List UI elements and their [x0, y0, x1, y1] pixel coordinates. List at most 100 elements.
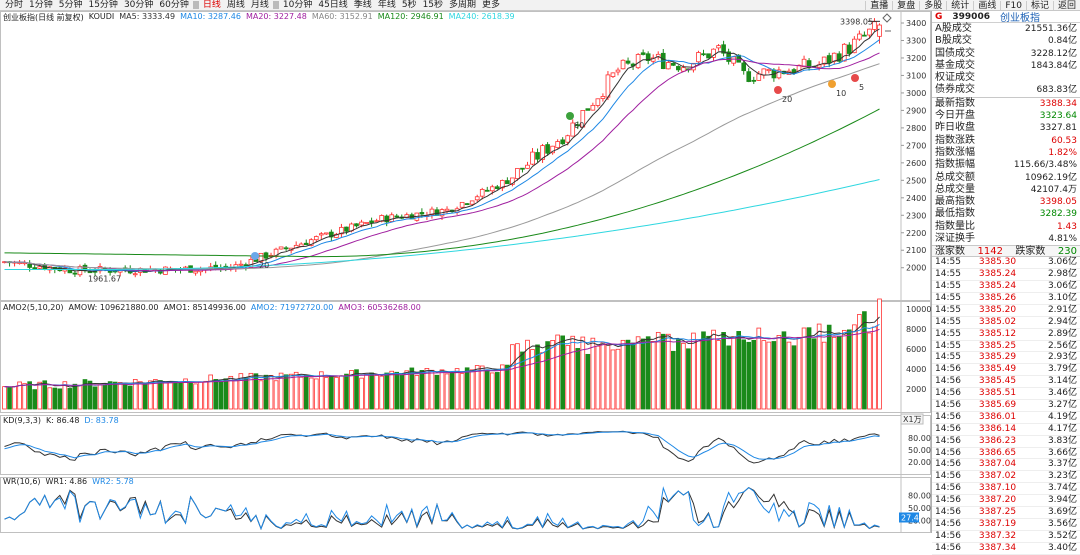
candle-up — [570, 122, 576, 137]
volume-bar-down — [263, 374, 269, 410]
candle-up — [459, 201, 465, 208]
tick-time: 14:56 — [935, 542, 961, 553]
volume-bar-up — [132, 379, 138, 410]
toolbar-action-7[interactable]: 返回 — [1052, 0, 1080, 10]
tick-time: 14:56 — [935, 507, 961, 518]
volume-bar-up — [872, 326, 877, 410]
price-tick-label: 3400 — [906, 19, 926, 28]
tab-period-1[interactable]: 1分钟 — [29, 0, 53, 10]
volume-bar-down — [585, 353, 591, 410]
tick-list[interactable]: 14:55 3385.30 3.06亿 14:55 3385.24 2.98亿 14:55 3… — [932, 257, 1080, 555]
volume-bar-down — [127, 385, 133, 410]
volume-bar-up — [489, 372, 495, 410]
tick-volume: 3.10亿 — [1047, 293, 1077, 304]
volume-bar-down — [811, 338, 817, 410]
volume-bar-up — [148, 380, 153, 410]
period-tabs: 分时 1分钟 5分钟 15分钟 30分钟 60分钟 日线 周线 月线 10分钟 45日线 季线 年线 5秒… — [0, 0, 503, 10]
tick-volume: 3.14亿 — [1047, 376, 1077, 387]
volume-bar-down — [223, 378, 229, 410]
tab-period-15[interactable]: 多周期 — [449, 0, 477, 10]
tab-period-10[interactable]: 45日线 — [318, 0, 348, 10]
volume-bar-up — [530, 349, 535, 410]
volume-bar-up — [620, 339, 626, 410]
tab-period-7[interactable]: 周线 — [226, 0, 245, 10]
tick-price: 3387.02 — [978, 471, 1017, 482]
toolbar-action-1[interactable]: 复盘 — [892, 0, 919, 10]
candle-up — [756, 73, 762, 81]
tab-period-12[interactable]: 年线 — [377, 0, 396, 10]
amo2-line — [4, 323, 880, 388]
tab-period-14[interactable]: 15秒 — [422, 0, 444, 10]
candle-down — [520, 167, 525, 170]
stat-label: 最低指数 — [935, 208, 975, 220]
toolbar-action-6[interactable]: 标记 — [1025, 0, 1053, 10]
volume-bar-down — [303, 375, 309, 410]
tick-time: 14:55 — [935, 293, 961, 304]
candle-down — [369, 220, 374, 224]
tab-period-8[interactable]: 月线 — [250, 0, 269, 10]
volume-bar-up — [117, 382, 123, 410]
toolbar-action-2[interactable]: 多股 — [919, 0, 946, 10]
tab-period-3[interactable]: 15分钟 — [88, 0, 118, 10]
candle-up — [696, 52, 701, 63]
volume-bar-down — [560, 335, 565, 410]
tab-period-2[interactable]: 5分钟 — [58, 0, 83, 10]
volume-bar-up — [816, 323, 822, 410]
candle-up — [555, 141, 560, 149]
index-code: 399006 — [952, 11, 990, 22]
stat-label: 最高指数 — [935, 196, 975, 208]
tab-period-6[interactable]: 日线 — [202, 0, 221, 10]
tab-period-5[interactable]: 60分钟 — [159, 0, 189, 10]
tick-time: 14:55 — [935, 257, 961, 268]
volume-bar-down — [213, 379, 219, 410]
candle-down — [741, 62, 747, 72]
tick-row: 14:56 3387.19 3.56亿 — [932, 519, 1080, 531]
tick-volume: 3.69亿 — [1047, 507, 1077, 518]
volume-bar-up — [238, 373, 244, 410]
diamond-icon — [882, 13, 892, 23]
volume-bar-up — [258, 380, 264, 410]
candle-down — [72, 272, 78, 275]
candle-up — [319, 233, 324, 236]
volume-bar-up — [233, 379, 239, 410]
volume-bar-up — [716, 340, 721, 410]
tick-volume: 3.94亿 — [1047, 495, 1077, 506]
flag-badge: G — [935, 11, 943, 22]
tab-period-4[interactable]: 30分钟 — [123, 0, 154, 10]
volume-bar-down — [771, 341, 777, 410]
tab-period-9[interactable]: 10分钟 — [282, 0, 313, 10]
candle-up — [801, 58, 807, 68]
volume-bar-up — [404, 370, 410, 410]
turnover-row: B股成交 0.84亿 — [932, 35, 1080, 47]
tick-time: 14:55 — [935, 304, 961, 315]
tab-period-11[interactable]: 季线 — [353, 0, 372, 10]
toolbar-action-5[interactable]: F10 — [1000, 0, 1026, 10]
tick-volume: 3.74亿 — [1047, 483, 1077, 494]
tab-period-16[interactable]: 更多 — [482, 0, 501, 10]
kd-d-line — [4, 431, 880, 460]
candle-down — [27, 263, 32, 268]
toolbar-action-0[interactable]: 直播 — [865, 0, 892, 10]
legend-amow: AMOW: 109621880.00 — [68, 303, 159, 312]
candle-down — [721, 44, 726, 54]
kline-chart[interactable]: 3400 3300 3200 3100 3000 2900 2800 2700 2600 2500… — [0, 11, 931, 533]
tick-volume: 4.17亿 — [1047, 423, 1077, 434]
volume-bar-up — [841, 329, 847, 410]
tick-price: 3385.45 — [978, 376, 1017, 387]
tick-row: 14:56 3387.04 3.37亿 — [932, 459, 1080, 472]
volume-bar-up — [786, 341, 792, 410]
legend-wr2: WR2: 5.78 — [92, 477, 134, 486]
toolbar-action-3[interactable]: 统计 — [946, 0, 973, 10]
tab-period-13[interactable]: 5秒 — [401, 0, 417, 10]
candle-down — [701, 53, 706, 56]
candle-down — [847, 44, 852, 54]
toolbar-action-4[interactable]: 画线 — [973, 0, 1000, 10]
tick-volume: 3.27亿 — [1047, 400, 1077, 411]
tick-price: 3385.24 — [978, 281, 1017, 292]
volume-bar-down — [464, 367, 470, 410]
legend-amo3: AMO3: 60536268.00 — [338, 303, 421, 312]
tick-price: 3385.25 — [978, 340, 1017, 351]
price-tick-label: 3000 — [906, 89, 926, 98]
tab-period-0[interactable]: 分时 — [5, 0, 24, 10]
candle-down — [862, 34, 867, 37]
